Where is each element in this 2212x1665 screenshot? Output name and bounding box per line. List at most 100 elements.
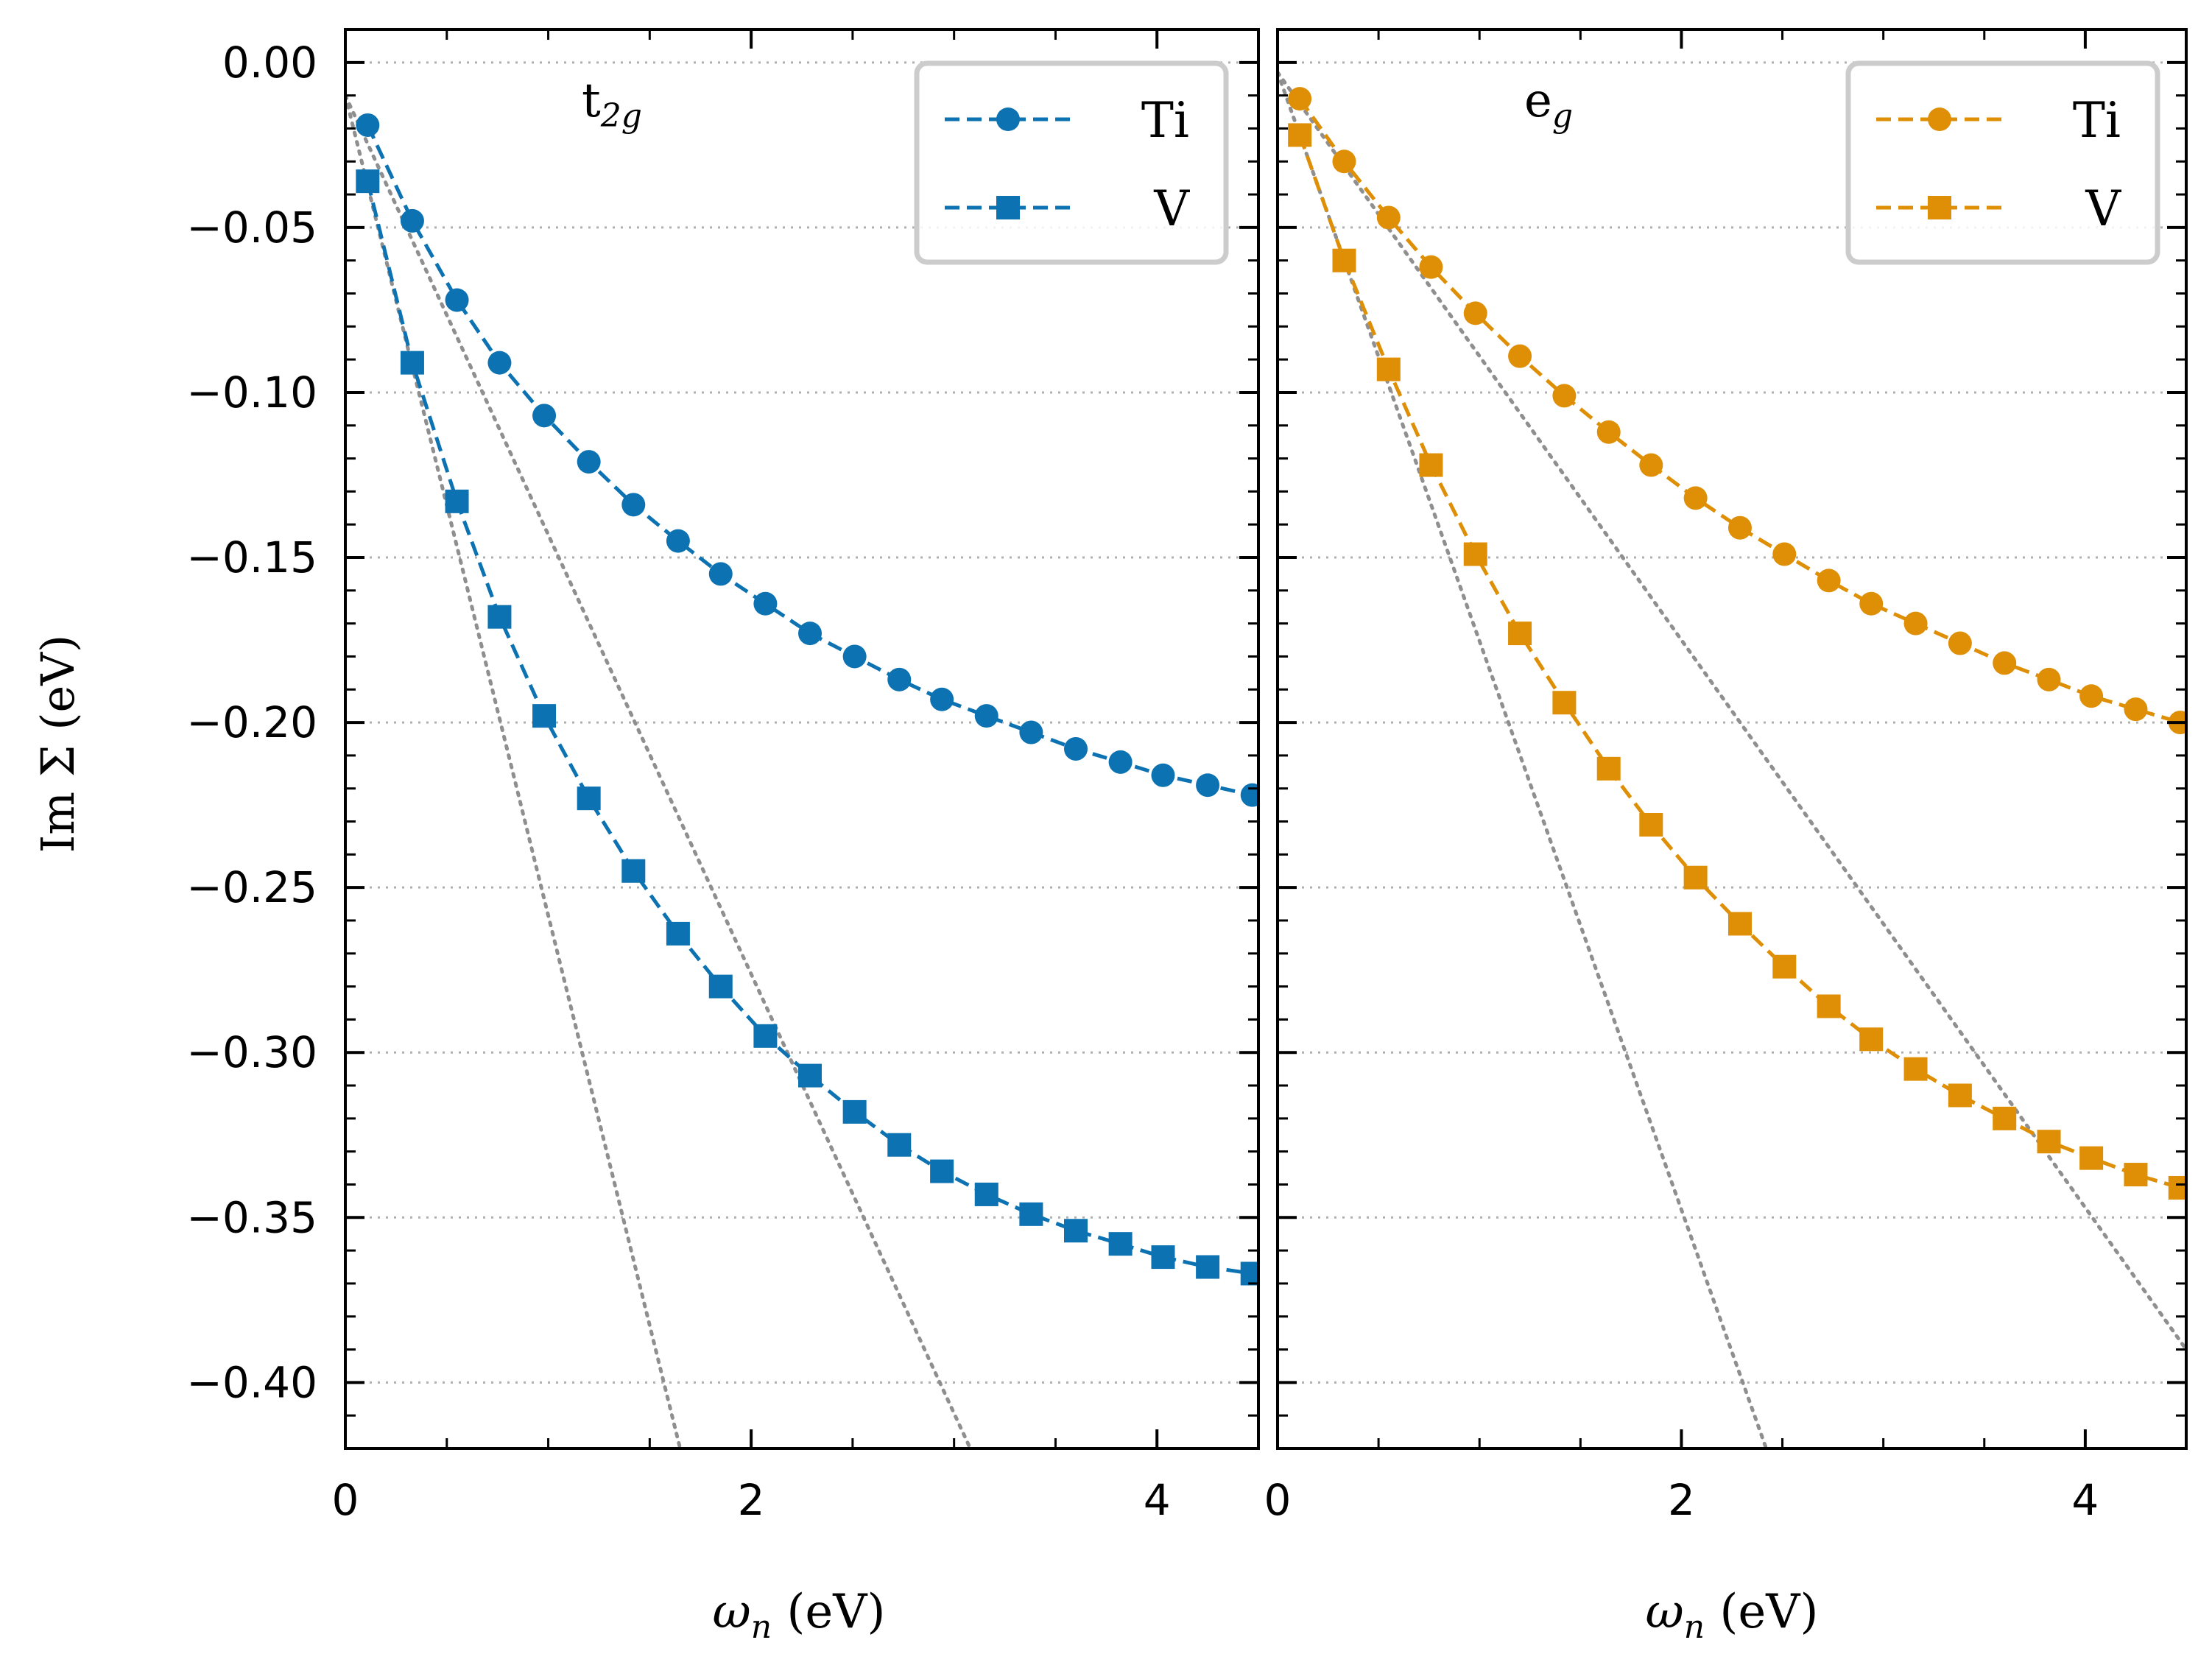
series-v xyxy=(356,169,1258,1286)
data-point xyxy=(577,786,601,811)
x-tick-label: 0 xyxy=(332,1475,359,1525)
data-point xyxy=(1727,515,1752,540)
data-point xyxy=(1196,1255,1220,1279)
data-point xyxy=(1859,591,1884,616)
series-ti xyxy=(356,113,1258,807)
data-point xyxy=(1552,691,1577,715)
y-tick-label: −0.05 xyxy=(186,203,317,253)
data-point xyxy=(2124,697,2148,722)
x-axis-label-sub: n xyxy=(1684,1608,1705,1646)
data-point xyxy=(708,562,733,586)
data-point xyxy=(1508,622,1532,646)
y-tick-label: −0.25 xyxy=(186,862,317,912)
x-tick-label: 0 xyxy=(1264,1475,1292,1525)
annotation-t2g: t2g xyxy=(582,74,642,135)
data-point xyxy=(2037,667,2061,691)
annotation-main: e xyxy=(1524,74,1552,128)
data-point xyxy=(1108,1232,1133,1256)
data-point xyxy=(400,208,424,233)
data-point xyxy=(1196,773,1220,798)
data-point xyxy=(1903,611,1928,636)
legend-marker xyxy=(1928,108,1951,131)
data-point xyxy=(842,644,867,669)
x-axis-label-eg: ωn (eV) xyxy=(1646,1585,1819,1646)
x-axis-label-symbol: ω xyxy=(1646,1585,1684,1639)
x-tick-label: 4 xyxy=(2071,1475,2099,1525)
data-point xyxy=(1948,1083,1972,1108)
fit-lines-t2g xyxy=(345,94,973,1448)
series-line xyxy=(1297,134,2181,1190)
data-point xyxy=(400,351,424,375)
data-point xyxy=(1639,813,1663,837)
data-point xyxy=(1683,865,1708,890)
legend-label: V xyxy=(2085,180,2121,237)
series-eg xyxy=(1288,87,2186,1200)
data-point xyxy=(1463,301,1487,325)
legend-box xyxy=(1845,60,2160,265)
data-point xyxy=(798,622,823,646)
fit-line xyxy=(1278,70,2186,1352)
series-v xyxy=(1288,123,2186,1200)
data-point xyxy=(1817,994,1841,1018)
data-point xyxy=(887,667,912,691)
y-tick-label: −0.30 xyxy=(186,1027,317,1077)
data-point xyxy=(1376,205,1401,230)
x-axis-label-symbol: ω xyxy=(713,1585,751,1639)
data-point xyxy=(356,169,380,194)
y-tick-label: −0.40 xyxy=(186,1357,317,1407)
data-point xyxy=(487,351,512,375)
data-point xyxy=(1552,384,1577,408)
data-point xyxy=(1596,756,1621,781)
data-point xyxy=(753,591,778,616)
fit-lines-eg xyxy=(1278,70,2186,1448)
data-point xyxy=(532,404,557,428)
y-axis-label: Im Σ (eV) xyxy=(31,635,85,853)
data-point xyxy=(1240,1261,1258,1286)
data-point xyxy=(1993,1106,2017,1130)
data-point xyxy=(2037,1130,2061,1154)
data-point xyxy=(1019,1202,1043,1226)
axes-frame-t2g xyxy=(344,28,1260,1450)
data-point xyxy=(532,704,557,728)
legend-marker xyxy=(996,108,1020,131)
data-point xyxy=(1151,1245,1175,1270)
data-point xyxy=(1463,542,1487,566)
data-point xyxy=(1639,453,1663,477)
panel-t2g: 0 2 4 0.00 −0.05 −0.10 −0.15 −0.20 −0.25 −0.30 −0.… xyxy=(186,28,1260,1646)
data-point xyxy=(1596,420,1621,444)
data-point xyxy=(1727,912,1752,936)
panel-eg: 0 2 4 eg Ti V ωn (eV) xyxy=(1264,28,2188,1646)
legend-label: Ti xyxy=(2073,92,2121,149)
data-point xyxy=(1288,123,1312,147)
data-point xyxy=(1993,651,2017,675)
data-point xyxy=(1508,344,1532,368)
y-tick-label: −0.10 xyxy=(186,367,317,418)
data-point xyxy=(445,288,469,312)
data-point xyxy=(1332,149,1356,174)
legend-marker xyxy=(996,196,1020,219)
data-point xyxy=(930,1159,954,1183)
grid-eg xyxy=(1278,61,2186,1384)
data-point xyxy=(621,859,646,883)
y-tick-label: −0.15 xyxy=(186,532,317,582)
data-point xyxy=(1376,357,1401,381)
data-point xyxy=(1419,255,1443,279)
y-tick-label: −0.20 xyxy=(186,697,317,747)
data-point xyxy=(798,1063,823,1088)
legend-label: Ti xyxy=(1141,92,1189,149)
data-point xyxy=(1903,1057,1928,1081)
annotation-sub: 2g xyxy=(600,97,642,135)
x-axis-label-t2g: ωn (eV) xyxy=(713,1585,886,1646)
data-point xyxy=(842,1099,867,1124)
data-point xyxy=(1332,248,1356,272)
data-point xyxy=(621,493,646,517)
legend-box xyxy=(914,60,1229,265)
x-tick-label: 4 xyxy=(1144,1475,1171,1525)
data-point xyxy=(666,529,690,553)
series-t2g xyxy=(356,113,1258,1286)
data-point xyxy=(1772,542,1797,566)
data-point xyxy=(708,974,733,999)
data-point xyxy=(753,1024,778,1048)
series-line xyxy=(365,180,1253,1275)
